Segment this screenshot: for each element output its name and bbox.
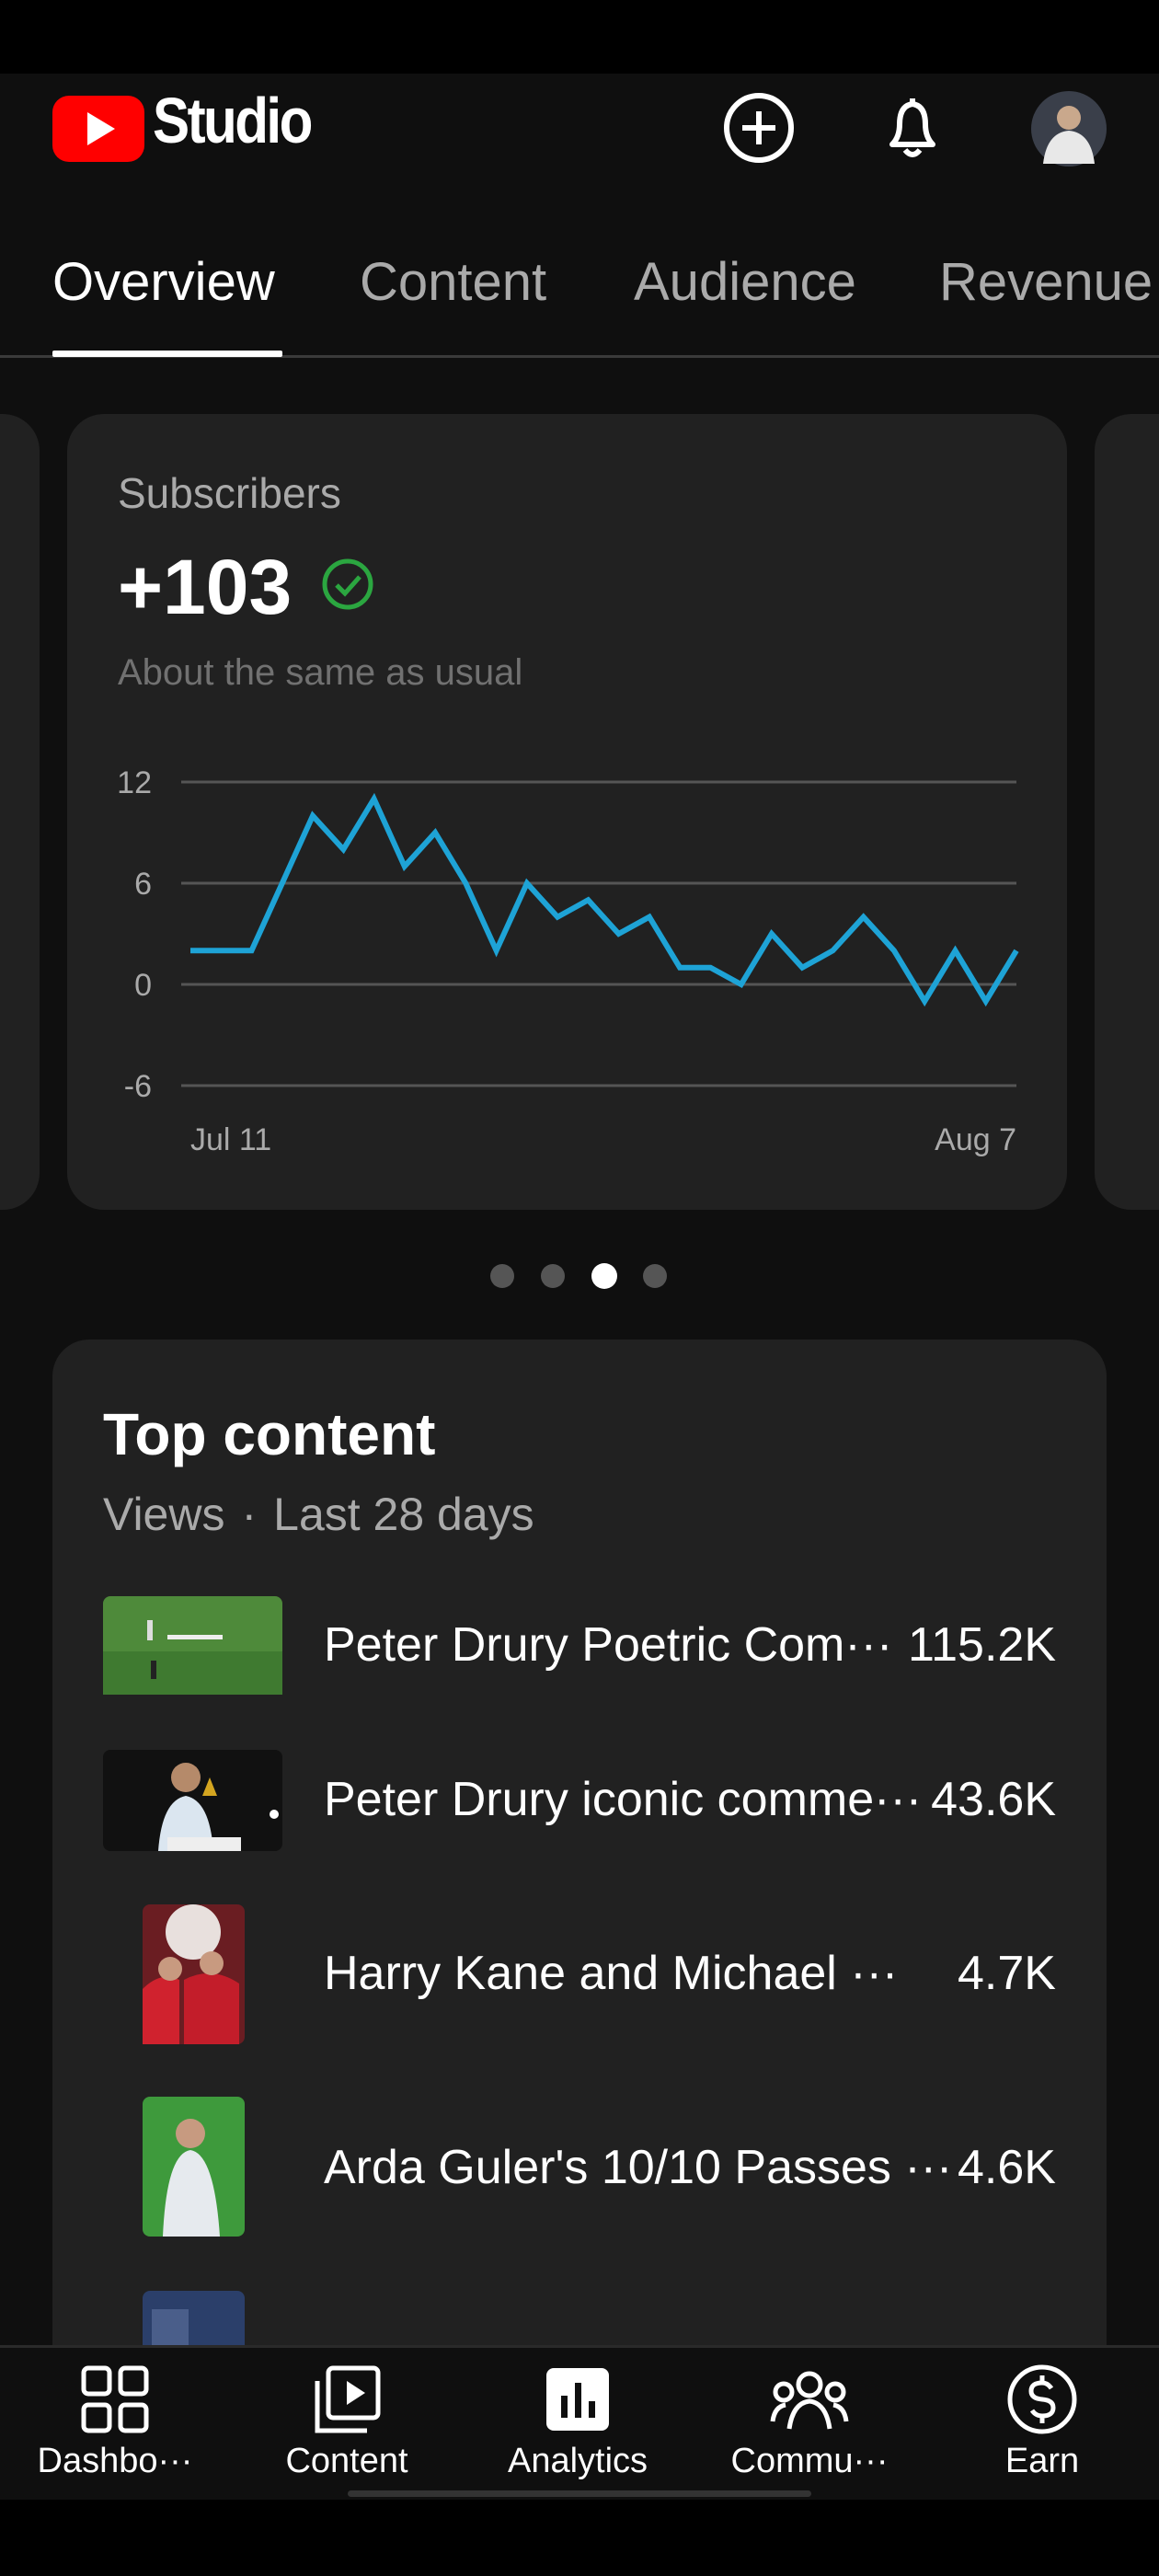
period: Last 28 days xyxy=(273,1489,534,1540)
prev-card[interactable] xyxy=(0,414,40,1210)
subscribers-card[interactable] xyxy=(67,414,1067,1210)
nav-label[interactable]: Analytics xyxy=(507,2442,648,2480)
dashboard-icon[interactable] xyxy=(78,2363,152,2436)
content-icon[interactable] xyxy=(310,2363,384,2436)
video-views: 43.6K xyxy=(931,1773,1056,1826)
video-title[interactable]: Harry Kane and Michael ··· xyxy=(324,1947,899,2000)
earn-icon[interactable] xyxy=(1005,2363,1079,2436)
nav-label[interactable]: Dashbo··· xyxy=(37,2442,193,2480)
y-tick-label: 6 xyxy=(134,867,152,902)
video-title[interactable]: Peter Drury iconic comme··· xyxy=(324,1773,923,1826)
analytics-icon[interactable] xyxy=(541,2363,614,2436)
subscribers-chart: -6 0 6 12 Jul 11 Aug 7 xyxy=(117,765,1019,1157)
video-views: 4.6K xyxy=(958,2141,1056,2194)
system-bar xyxy=(0,2500,1159,2576)
y-tick-label: 0 xyxy=(134,968,152,1003)
video-title[interactable]: Peter Drury Poetric Com··· xyxy=(324,1618,893,1672)
nav-label[interactable]: Earn xyxy=(1004,2442,1080,2480)
status-bar xyxy=(0,0,1159,74)
top-content-card xyxy=(52,1340,1107,2444)
tab[interactable]: Content xyxy=(360,252,547,312)
card-title: Subscribers xyxy=(118,469,341,517)
home-indicator xyxy=(348,2490,811,2497)
x-tick-label: Aug 7 xyxy=(935,1122,1016,1157)
logo xyxy=(52,96,144,162)
thumbnail[interactable] xyxy=(103,1596,282,1695)
tab-indicator xyxy=(52,351,282,357)
thumbnail[interactable] xyxy=(143,2097,245,2237)
thumbnail[interactable] xyxy=(143,1904,245,2044)
video-views: 4.7K xyxy=(958,1947,1056,2000)
video-title[interactable]: Arda Guler's 10/10 Passes ··· xyxy=(324,2141,953,2194)
card-value: +103 xyxy=(118,544,293,630)
notifications-button[interactable] xyxy=(876,91,949,165)
community-icon[interactable] xyxy=(769,2363,850,2436)
section-subtitle: Views · Last 28 days xyxy=(103,1491,551,1537)
next-card[interactable] xyxy=(1095,414,1159,1210)
x-tick-label: Jul 11 xyxy=(190,1122,271,1157)
section-title: Top content xyxy=(103,1401,436,1467)
line-series xyxy=(190,792,1019,1007)
tab[interactable]: Revenue xyxy=(939,252,1153,312)
card-note: About the same as usual xyxy=(118,652,523,693)
y-tick-label: 12 xyxy=(117,765,152,800)
tab[interactable]: Audience xyxy=(634,252,856,312)
video-views: 115.2K xyxy=(908,1618,1056,1672)
separator: · xyxy=(241,1489,258,1540)
carousel-dots xyxy=(490,1263,667,1289)
thumbnail[interactable] xyxy=(103,1750,282,1851)
metric: Views xyxy=(103,1489,225,1540)
app-name: Studio xyxy=(153,85,313,156)
y-tick-label: -6 xyxy=(124,1069,152,1104)
create-button[interactable] xyxy=(722,91,796,165)
check-icon xyxy=(322,558,373,610)
tab[interactable]: Overview xyxy=(52,252,275,312)
avatar[interactable] xyxy=(1030,90,1107,167)
nav-label[interactable]: Commu··· xyxy=(730,2442,889,2480)
tab-divider xyxy=(0,355,1159,358)
nav-label[interactable]: Content xyxy=(285,2442,408,2480)
